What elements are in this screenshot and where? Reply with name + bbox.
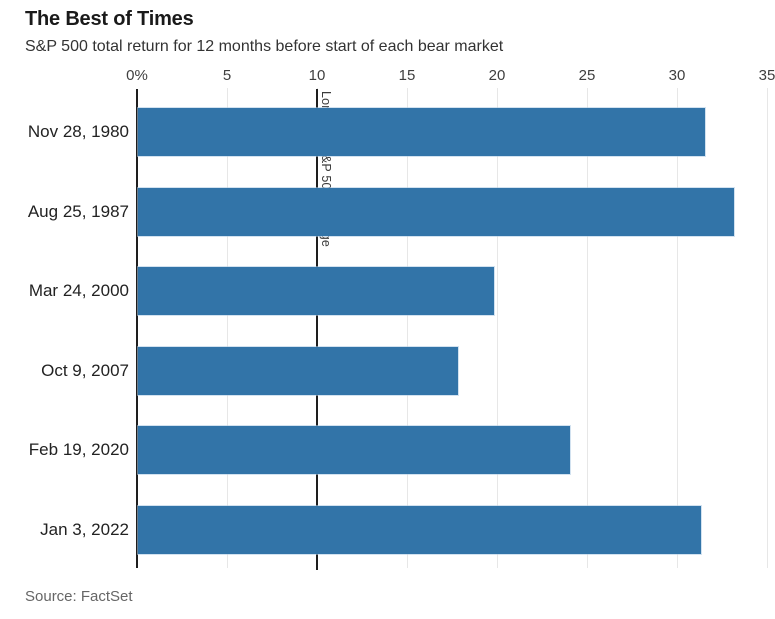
category-label-aug-25-1987: Aug 25, 1987 [27, 201, 129, 221]
bar-feb-19-2020 [138, 426, 570, 475]
x-tick-label-35: 35 [758, 67, 775, 84]
gridline-30 [677, 88, 678, 568]
zero-axis-line [136, 89, 138, 568]
source-note: Source: FactSet [25, 588, 133, 605]
x-tick-label-30: 30 [668, 67, 686, 84]
chart-title: The Best of Times [25, 8, 194, 30]
category-label-jan-3-2022: Jan 3, 2022 [40, 520, 129, 539]
gridline-25 [587, 88, 588, 568]
category-label-feb-19-2020: Feb 19, 2020 [28, 440, 129, 460]
average-reference-line [316, 89, 318, 570]
x-tick-label-0: 0% [126, 67, 148, 84]
bar-jan-3-2022 [138, 506, 702, 554]
gridline-35 [767, 88, 768, 568]
bar-mar-24-2000 [138, 267, 495, 316]
bar-aug-25-1987 [138, 187, 734, 236]
x-tick-label-5: 5 [222, 67, 232, 84]
bar-nov-28-1980 [138, 108, 705, 156]
gridline-5 [227, 88, 228, 568]
x-tick-label-15: 15 [398, 67, 416, 84]
category-label-oct-9-2007: Oct 9, 2007 [41, 360, 129, 380]
gridline-20 [497, 88, 498, 568]
category-label-nov-28-1980: Nov 28, 1980 [27, 122, 129, 141]
chart-subtitle: S&P 500 total return for 12 months befor… [25, 38, 504, 55]
x-tick-label-10: 10 [308, 67, 326, 84]
bar-oct-9-2007 [138, 346, 459, 395]
gridline-15 [407, 88, 408, 568]
category-label-mar-24-2000: Mar 24, 2000 [28, 281, 129, 301]
x-tick-label-20: 20 [488, 67, 506, 84]
x-tick-label-25: 25 [578, 67, 596, 84]
